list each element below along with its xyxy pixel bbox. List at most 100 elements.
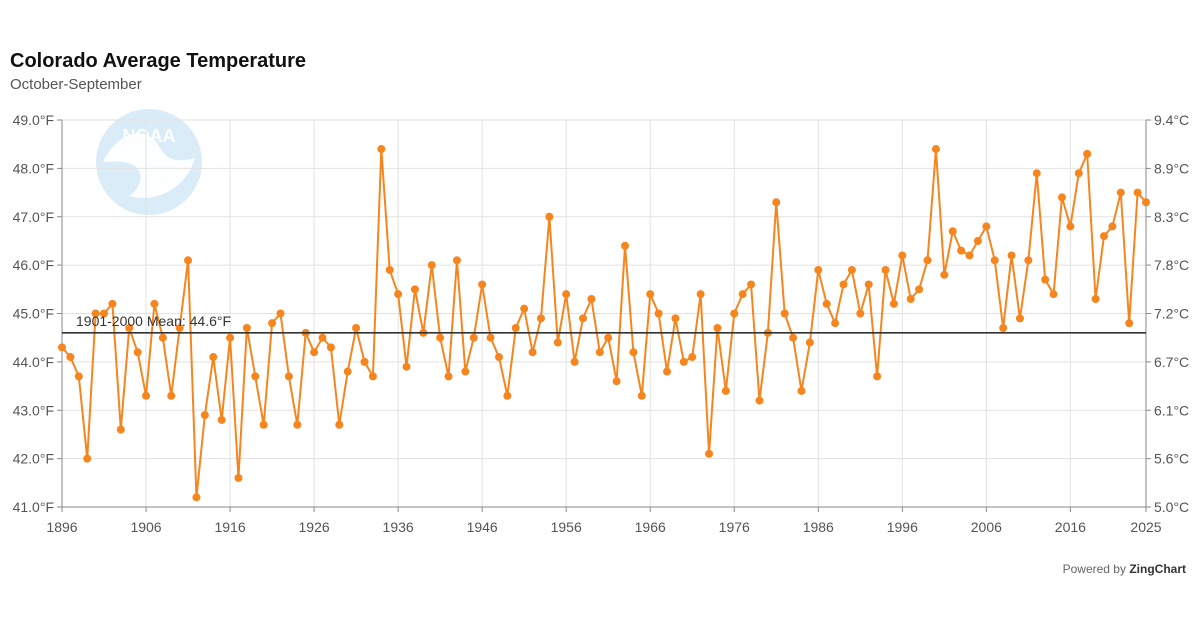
data-point: [259, 420, 268, 429]
data-point: [780, 309, 789, 318]
x-tick-label: 1956: [551, 519, 582, 535]
data-point: [1125, 319, 1134, 328]
data-point: [503, 391, 512, 400]
powered-by-brand[interactable]: ZingChart: [1129, 562, 1186, 576]
data-point: [578, 314, 587, 323]
data-point: [1057, 193, 1066, 202]
chart-title: Colorado Average Temperature: [10, 50, 307, 72]
data-point: [1142, 198, 1150, 207]
x-tick-label: 1996: [887, 519, 918, 535]
data-point: [1015, 314, 1024, 323]
data-point: [721, 386, 730, 395]
data-point: [251, 372, 260, 381]
x-tick-label: 1936: [383, 519, 414, 535]
data-point: [520, 304, 529, 313]
data-point: [394, 290, 403, 299]
y-tick-label-left: 48.0°F: [13, 160, 54, 176]
data-point: [948, 227, 957, 236]
data-point: [242, 324, 251, 333]
data-point: [175, 324, 184, 333]
y-tick-label-left: 45.0°F: [13, 306, 54, 322]
data-point: [696, 290, 705, 299]
series-layer: [58, 145, 1150, 502]
data-point: [74, 372, 83, 381]
data-point: [772, 198, 781, 207]
data-point: [814, 265, 823, 274]
data-point: [940, 270, 949, 279]
series-line: [61, 148, 1147, 499]
data-point: [226, 333, 235, 342]
data-point: [990, 256, 999, 265]
data-point: [931, 145, 940, 154]
y-tick-label-right: 8.9°C: [1154, 160, 1189, 176]
data-point: [847, 265, 856, 274]
data-point: [856, 309, 865, 318]
y-tick-label-left: 44.0°F: [13, 354, 54, 370]
data-point: [679, 357, 688, 366]
data-point: [427, 261, 436, 270]
y-tick-label-right: 7.2°C: [1154, 306, 1189, 322]
data-point: [402, 362, 411, 371]
data-point: [461, 367, 470, 376]
data-point: [184, 256, 193, 265]
data-point: [898, 251, 907, 260]
data-point: [839, 280, 848, 289]
data-point: [377, 145, 386, 154]
data-point: [562, 290, 571, 299]
mean-label: 1901-2000 Mean: 44.6°F: [76, 313, 231, 329]
data-point: [654, 309, 663, 318]
data-point: [663, 367, 672, 376]
data-point: [545, 212, 554, 221]
data-point: [209, 353, 218, 362]
data-point: [478, 280, 487, 289]
mean-layer: 1901-2000 Mean: 44.6°F: [62, 313, 1146, 334]
data-point: [831, 319, 840, 328]
data-point: [604, 333, 613, 342]
data-point: [494, 353, 503, 362]
data-point: [570, 357, 579, 366]
y-tick-label-right: 6.7°C: [1154, 354, 1189, 370]
data-point: [469, 333, 478, 342]
data-point: [906, 294, 915, 303]
data-point: [637, 391, 646, 400]
data-point: [688, 353, 697, 362]
data-point: [108, 299, 117, 308]
data-point: [755, 396, 764, 405]
x-tick-label: 1906: [130, 519, 161, 535]
data-point: [923, 256, 932, 265]
data-point: [629, 348, 638, 357]
data-point: [100, 309, 109, 318]
data-point: [528, 348, 537, 357]
data-point: [293, 420, 302, 429]
data-point: [142, 391, 151, 400]
y-tick-label-right: 8.3°C: [1154, 209, 1189, 225]
y-tick-label-left: 49.0°F: [13, 112, 54, 128]
x-tick-label: 1986: [803, 519, 834, 535]
powered-by-prefix: Powered by: [1062, 562, 1126, 576]
data-point: [167, 391, 176, 400]
y-tick-label-left: 47.0°F: [13, 209, 54, 225]
data-point: [1133, 188, 1142, 197]
data-point: [1049, 290, 1058, 299]
data-point: [705, 449, 714, 458]
data-point: [595, 348, 604, 357]
data-point: [587, 294, 596, 303]
data-point: [889, 299, 898, 308]
data-point: [536, 314, 545, 323]
noaa-logo-text: NOAA: [123, 126, 176, 146]
noaa-logo-icon: NOAA: [96, 109, 202, 215]
data-point: [621, 241, 630, 250]
powered-by-footer[interactable]: Powered by ZingChart: [1063, 562, 1186, 576]
data-point: [444, 372, 453, 381]
data-point: [612, 377, 621, 386]
data-point: [1041, 275, 1050, 284]
data-point: [91, 309, 100, 318]
data-point: [864, 280, 873, 289]
data-point: [58, 343, 66, 352]
data-point: [276, 309, 285, 318]
y-tick-label-left: 43.0°F: [13, 402, 54, 418]
data-point: [158, 333, 167, 342]
data-point: [999, 324, 1008, 333]
x-tick-label: 2016: [1055, 519, 1086, 535]
